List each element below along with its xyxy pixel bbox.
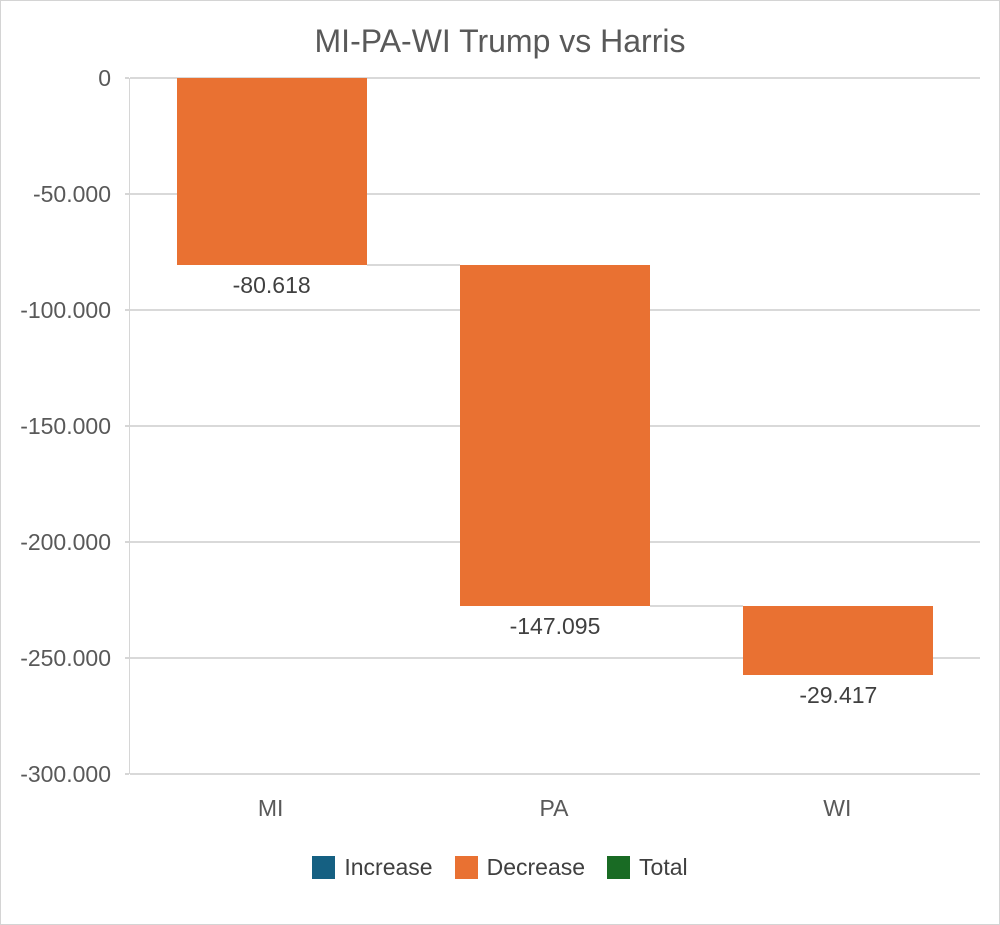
plot-area: -80.618 -147.095 -29.417 xyxy=(124,77,980,775)
legend-label: Total xyxy=(639,854,688,880)
connector-line xyxy=(650,605,744,608)
bar-PA xyxy=(460,265,650,607)
x-tick-label: PA xyxy=(539,795,569,821)
data-label: -147.095 xyxy=(509,613,601,640)
x-tick-label: WI xyxy=(823,795,852,821)
gridline xyxy=(130,657,980,659)
legend-swatch-total-icon xyxy=(607,855,631,879)
data-label: -29.417 xyxy=(799,681,878,708)
chart-title: MI-PA-WI Trump vs Harris xyxy=(314,23,686,59)
y-tick-label: -250.000 xyxy=(20,645,111,671)
y-tick-label: -150.000 xyxy=(20,413,111,439)
legend-item-decrease: Decrease xyxy=(454,853,586,881)
legend-label: Increase xyxy=(344,854,433,880)
y-axis-tick xyxy=(124,773,129,775)
gridline xyxy=(130,77,980,79)
y-axis-tick xyxy=(124,309,129,311)
gridline xyxy=(130,193,980,195)
data-label: -80.618 xyxy=(232,272,311,299)
y-tick-label: -50.000 xyxy=(32,181,111,207)
y-axis-tick xyxy=(124,541,129,543)
y-tick-label: -100.000 xyxy=(20,297,111,323)
legend-item-total: Total xyxy=(607,853,688,881)
y-tick-label: -200.000 xyxy=(20,529,111,555)
legend-label: Decrease xyxy=(486,854,586,880)
y-axis-tick xyxy=(124,193,129,195)
bar-MI xyxy=(176,78,367,266)
legend: Increase Decrease Total xyxy=(1,853,999,881)
gridline xyxy=(130,773,980,775)
connector-line xyxy=(366,264,460,267)
bar-WI xyxy=(743,606,934,675)
y-axis-tick xyxy=(124,77,129,79)
legend-swatch-increase-icon xyxy=(312,855,336,879)
legend-swatch-decrease-icon xyxy=(454,855,478,879)
y-axis-tick xyxy=(124,657,129,659)
y-tick-label: -300.000 xyxy=(20,761,111,787)
y-tick-label: 0 xyxy=(98,65,111,91)
y-axis-tick xyxy=(124,425,129,427)
legend-item-increase: Increase xyxy=(312,853,433,881)
x-tick-label: MI xyxy=(257,795,284,821)
